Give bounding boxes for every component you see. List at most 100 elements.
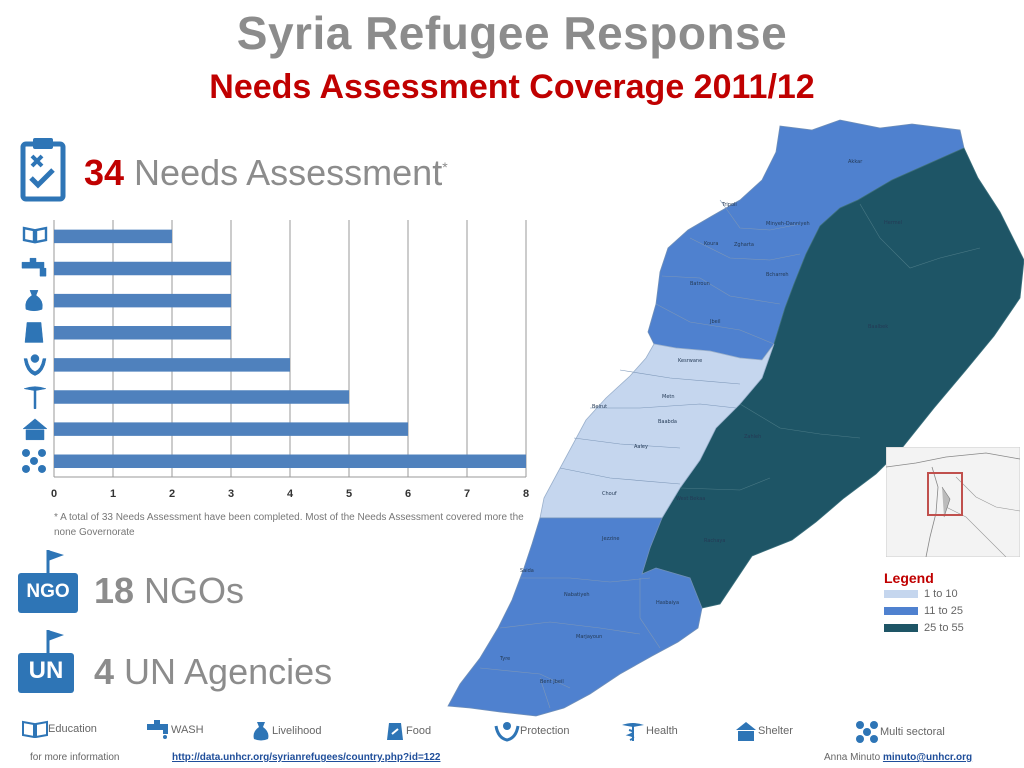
- sector-label-food: Food: [406, 725, 432, 737]
- chart-footnote: * A total of 33 Needs Assessment have be…: [54, 512, 524, 538]
- bekaa-boundaries: [679, 203, 981, 491]
- caduceus-icon: [622, 723, 644, 741]
- protection-hands-icon: [494, 722, 520, 742]
- map-label-bcharreh: Bcharreh: [766, 272, 789, 278]
- assessment-footnote-mark: *: [442, 159, 448, 175]
- bar-livelihood: [54, 293, 231, 308]
- map-label-nabatiyeh: Nabatiyeh: [564, 592, 590, 598]
- map-label-metn: Metn: [662, 394, 675, 400]
- y-axis-wash-icon: [21, 257, 47, 277]
- sector-legend-livelihood: Livelihood: [250, 720, 322, 742]
- map-label-aaley: Aaley: [634, 444, 648, 450]
- assessment-count-kpi: 34 Needs Assessment*: [84, 152, 448, 194]
- map-label-akkar: Akkar: [848, 159, 863, 165]
- map-label-rachaya: Rachaya: [704, 538, 725, 544]
- un-label: UN Agencies: [114, 651, 333, 692]
- sector-label-shelter: Shelter: [758, 725, 793, 737]
- data-portal-link[interactable]: http://data.unhcr.org/syrianrefugees/cou…: [172, 752, 441, 763]
- sector-label-protection: Protection: [520, 725, 570, 737]
- map-label-hermel: Hermel: [884, 220, 902, 226]
- map-label-hasbaiya: Hasbaiya: [656, 600, 679, 606]
- money-bag-icon: [253, 722, 269, 741]
- footer-author: Anna Minuto minuto@unhcr.org: [824, 752, 972, 763]
- map-label-west-bekaa: West Bekaa: [676, 496, 705, 502]
- assessment-count: 34: [84, 152, 125, 193]
- y-axis-food-icon: [24, 322, 44, 343]
- map-label-saida: Saida: [520, 568, 534, 574]
- un-count: 4: [94, 651, 115, 692]
- sector-legend-protection: Protection: [494, 720, 570, 742]
- legend-label-high: 25 to 55: [924, 622, 964, 634]
- sector-legend-food: Food: [384, 720, 431, 742]
- sector-bar-chart: 0 1 2 3 4 5 6 7 8: [21, 220, 529, 500]
- map-district-labels: Akkar Tripoli Minyeh-Danniyeh Hermel Koura Zg…: [499, 159, 902, 685]
- footer-link-wrap: http://data.unhcr.org/syrianrefugees/cou…: [172, 752, 440, 763]
- sector-label-wash: WASH: [171, 724, 204, 736]
- map-label-jbeil: Jbeil: [709, 319, 721, 325]
- district-boundaries: [479, 199, 801, 709]
- y-axis-health-icon: [23, 386, 47, 409]
- sector-legend-health: Health: [620, 720, 678, 742]
- legend-item-low: 1 to 10: [884, 588, 958, 600]
- legend-swatch-high: [884, 624, 918, 632]
- lebanon-district-map: Akkar Tripoli Minyeh-Danniyeh Hermel Koura Zg…: [447, 119, 1024, 717]
- x-tick-label: 4: [287, 488, 294, 500]
- y-axis-protection-icon: [23, 354, 47, 376]
- y-axis-shelter-icon: [22, 418, 48, 441]
- map-region-south: [447, 517, 703, 717]
- legend-title: Legend: [884, 570, 934, 586]
- map-label-zgharta: Zgharta: [734, 242, 754, 248]
- legend-label-low: 1 to 10: [924, 588, 958, 600]
- map-label-zahleh: Zahleh: [744, 434, 761, 440]
- clipboard-check-icon: [20, 138, 66, 202]
- x-tick-label: 2: [169, 488, 175, 500]
- bar-health: [54, 390, 349, 404]
- map-label-bent-jbeil: Bent Jbeil: [540, 679, 564, 685]
- ngo-badge-text: NGO: [26, 581, 70, 602]
- multi-dots-icon: [856, 721, 878, 743]
- ngo-count: 18: [94, 570, 135, 611]
- sector-legend-shelter: Shelter: [734, 720, 793, 742]
- x-tick-label: 8: [523, 488, 529, 500]
- x-tick-label: 7: [464, 488, 470, 500]
- y-axis-education-icon: [22, 226, 48, 244]
- map-label-tripoli: Tripoli: [721, 202, 737, 208]
- sector-legend-education: Education: [22, 720, 97, 738]
- x-tick-label: 5: [346, 488, 352, 500]
- map-label-koura: Koura: [704, 241, 718, 247]
- y-axis-multi-sectoral-icon: [22, 448, 46, 473]
- map-label-marjayoun: Marjayoun: [576, 634, 602, 640]
- legend-item-mid: 11 to 25: [884, 605, 963, 617]
- footer-info-label: for more information: [30, 752, 120, 763]
- author-email-link[interactable]: minuto@unhcr.org: [882, 752, 973, 763]
- bar-multi-sectoral: [54, 454, 526, 469]
- map-label-beirut: Beirut: [592, 404, 607, 410]
- author-name: Anna Minuto: [824, 752, 881, 763]
- bar-protection: [54, 358, 290, 372]
- un-count-kpi: 4 UN Agencies: [94, 651, 332, 693]
- x-tick-label: 6: [405, 488, 411, 500]
- ngo-label: NGOs: [134, 570, 245, 611]
- map-label-baabda: Baabda: [658, 419, 677, 425]
- ngo-count-kpi: 18 NGOs: [94, 570, 244, 612]
- sector-label-multi: Multi sectoral: [880, 726, 945, 738]
- water-tap-icon: [147, 720, 168, 739]
- legend-swatch-low: [884, 590, 918, 598]
- assessment-label: Needs Assessment: [124, 152, 443, 193]
- map-label-baalbek: Baalbek: [868, 324, 888, 330]
- sector-legend-multi: Multi sectoral: [854, 720, 945, 744]
- bar-education: [54, 229, 172, 244]
- bar-wash: [54, 261, 231, 276]
- un-badge-text: UN: [28, 657, 64, 684]
- un-badge-icon: [18, 630, 74, 693]
- inset-locator-map: [886, 447, 1020, 557]
- sector-label-health: Health: [646, 725, 678, 737]
- x-tick-label: 3: [228, 488, 234, 500]
- legend-label-mid: 11 to 25: [924, 605, 963, 617]
- legend-swatch-mid: [884, 607, 918, 615]
- sector-legend-wash: WASH: [145, 720, 204, 740]
- page-title: Syria Refugee Response: [236, 7, 788, 59]
- map-label-minyeh-danniyeh: Minyeh-Danniyeh: [766, 221, 810, 227]
- y-axis-livelihood-icon: [25, 290, 43, 312]
- sector-label-livelihood: Livelihood: [272, 725, 322, 737]
